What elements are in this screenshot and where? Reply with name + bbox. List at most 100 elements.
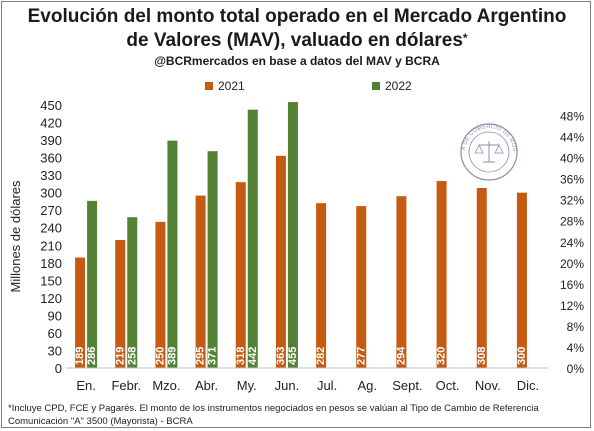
- footnote-line1: *Incluye CPD, FCE y Pagarés. El monto de…: [8, 403, 539, 414]
- y-tick-label: 0: [55, 361, 62, 376]
- logo-text: BOLSA DE COMERCIO DE ROSARIO: [0, 0, 517, 152]
- x-tick-label: My.: [237, 378, 257, 393]
- x-tick-label: Mzo.: [152, 378, 180, 393]
- y-tick-label: 450: [40, 98, 62, 113]
- x-tick-label: Dic.: [517, 378, 539, 393]
- data-label: 389: [166, 347, 178, 365]
- y-axis-label: Millones de dólares: [8, 180, 23, 293]
- chart-title-line2-text: de Valores (MAV), valuado en dólares: [126, 30, 463, 51]
- y2-tick-label: 0%: [567, 362, 585, 376]
- y2-tick-label: 44%: [560, 131, 584, 145]
- bar-2021-Oct.: [436, 180, 447, 368]
- bar-2021-En.: [75, 257, 86, 368]
- y2-tick-label: 24%: [560, 236, 584, 250]
- y2-tick-label: 20%: [560, 257, 584, 271]
- data-label: 219: [114, 347, 126, 365]
- y-tick-label: 240: [40, 221, 62, 236]
- y-tick-label: 330: [40, 168, 62, 183]
- x-tick-label: Nov.: [475, 378, 501, 393]
- data-label: 286: [86, 347, 98, 365]
- y-axis: 0 30 60 90 120 150 180 210 240 270 300 330 360 390 420…: [8, 98, 62, 376]
- y-tick-label: 30: [48, 343, 62, 358]
- bar-2022-Abr.: [207, 151, 218, 368]
- y-tick-label: 360: [40, 151, 62, 166]
- x-tick-label: Abr.: [195, 378, 218, 393]
- secondary-y-axis: 0% 4% 8% 12% 16% 20% 24% 28% 32% 36% 40% 44% 48%: [560, 110, 584, 376]
- data-label: 294: [395, 346, 407, 365]
- data-label: 455: [287, 347, 299, 365]
- footnote-line2: Comunicación "A" 3500 (Mayorista) - BCRA: [8, 416, 193, 427]
- bar-2021-Nov.: [476, 187, 487, 368]
- x-tick-label: Oct.: [436, 378, 460, 393]
- y-tick-label: 210: [40, 238, 62, 253]
- bar-2022-Febr.: [127, 217, 138, 368]
- bar-2021-Ag.: [356, 206, 367, 368]
- x-tick-label: Sept.: [392, 378, 422, 393]
- bars: 189 286 219 258 250 389 295 371 318 442 363 455 282 2…: [74, 102, 528, 369]
- chart-subtitle: @BCRmercados en base a datos del MAV y B…: [154, 54, 440, 68]
- x-tick-label: Jul.: [317, 378, 337, 393]
- data-label: 300: [516, 347, 528, 365]
- data-label: 295: [195, 347, 207, 365]
- y2-tick-label: 16%: [560, 278, 584, 292]
- y2-tick-label: 12%: [560, 299, 584, 313]
- bar-2021-My.: [235, 182, 246, 368]
- y-tick-label: 390: [40, 133, 62, 148]
- y2-tick-label: 40%: [560, 152, 584, 166]
- y-tick-label: 90: [48, 308, 62, 323]
- x-tick-label: Jun.: [275, 378, 300, 393]
- data-label: 318: [235, 347, 247, 365]
- bar-2021-Abr.: [195, 195, 206, 368]
- bar-2021-Dic.: [516, 192, 527, 368]
- bar-2021-Sept.: [396, 196, 407, 368]
- legend: 2021 2022: [205, 79, 412, 93]
- logo-scale-right-pan: [494, 144, 504, 154]
- y2-tick-label: 28%: [560, 215, 584, 229]
- y2-tick-label: 4%: [567, 341, 585, 355]
- y-tick-label: 180: [40, 256, 62, 271]
- legend-swatch-2022: [372, 82, 380, 90]
- data-label: 282: [315, 347, 327, 365]
- logo-scale-left-pan: [474, 144, 484, 154]
- data-label: 189: [74, 347, 86, 365]
- bar-2021-Jul.: [316, 203, 327, 368]
- bar-2021-Mzo.: [155, 221, 166, 368]
- data-label: 320: [436, 347, 448, 365]
- bar-2022-My.: [247, 109, 258, 369]
- y-tick-label: 120: [40, 291, 62, 306]
- data-label: 277: [355, 347, 367, 365]
- chart-title-line1: Evolución del monto total operado en el …: [27, 6, 567, 27]
- chart-title-line2: de Valores (MAV), valuado en dólares*: [0, 30, 594, 52]
- bar-2022-Mzo.: [167, 140, 178, 368]
- legend-swatch-2021: [205, 82, 213, 90]
- x-tick-label: Febr.: [111, 378, 141, 393]
- y2-tick-label: 36%: [560, 173, 584, 187]
- legend-label-2021: 2021: [218, 79, 245, 93]
- y2-tick-label: 32%: [560, 194, 584, 208]
- x-axis: En. Febr. Mzo. Abr. My. Jun. Jul. Ag. Sept. Oct. N…: [66, 367, 548, 393]
- y2-tick-label: 8%: [567, 320, 585, 334]
- data-label: 371: [207, 347, 219, 365]
- y-tick-label: 300: [40, 186, 62, 201]
- bar-2021-Jun.: [275, 155, 286, 368]
- data-label: 308: [476, 347, 488, 365]
- y2-tick-label: 48%: [560, 110, 584, 124]
- x-tick-label: En.: [76, 378, 96, 393]
- data-label: 363: [275, 347, 287, 365]
- logo-outer-ring: [460, 123, 518, 181]
- data-label: 442: [247, 347, 259, 365]
- title-asterisk: *: [462, 31, 468, 45]
- bcr-logo: BOLSA DE COMERCIO DE ROSARIO: [0, 0, 518, 181]
- bar-2022-Jun.: [287, 102, 298, 369]
- y-tick-label: 270: [40, 203, 62, 218]
- data-label: 258: [126, 347, 138, 365]
- bar-2022-En.: [87, 200, 98, 368]
- footnote: *Incluye CPD, FCE y Pagarés. El monto de…: [8, 402, 588, 428]
- data-label: 250: [154, 347, 166, 365]
- x-tick-label: Ag.: [357, 378, 377, 393]
- y-tick-label: 420: [40, 116, 62, 131]
- y-tick-label: 150: [40, 273, 62, 288]
- bar-2021-Febr.: [115, 240, 126, 368]
- legend-label-2022: 2022: [385, 79, 412, 93]
